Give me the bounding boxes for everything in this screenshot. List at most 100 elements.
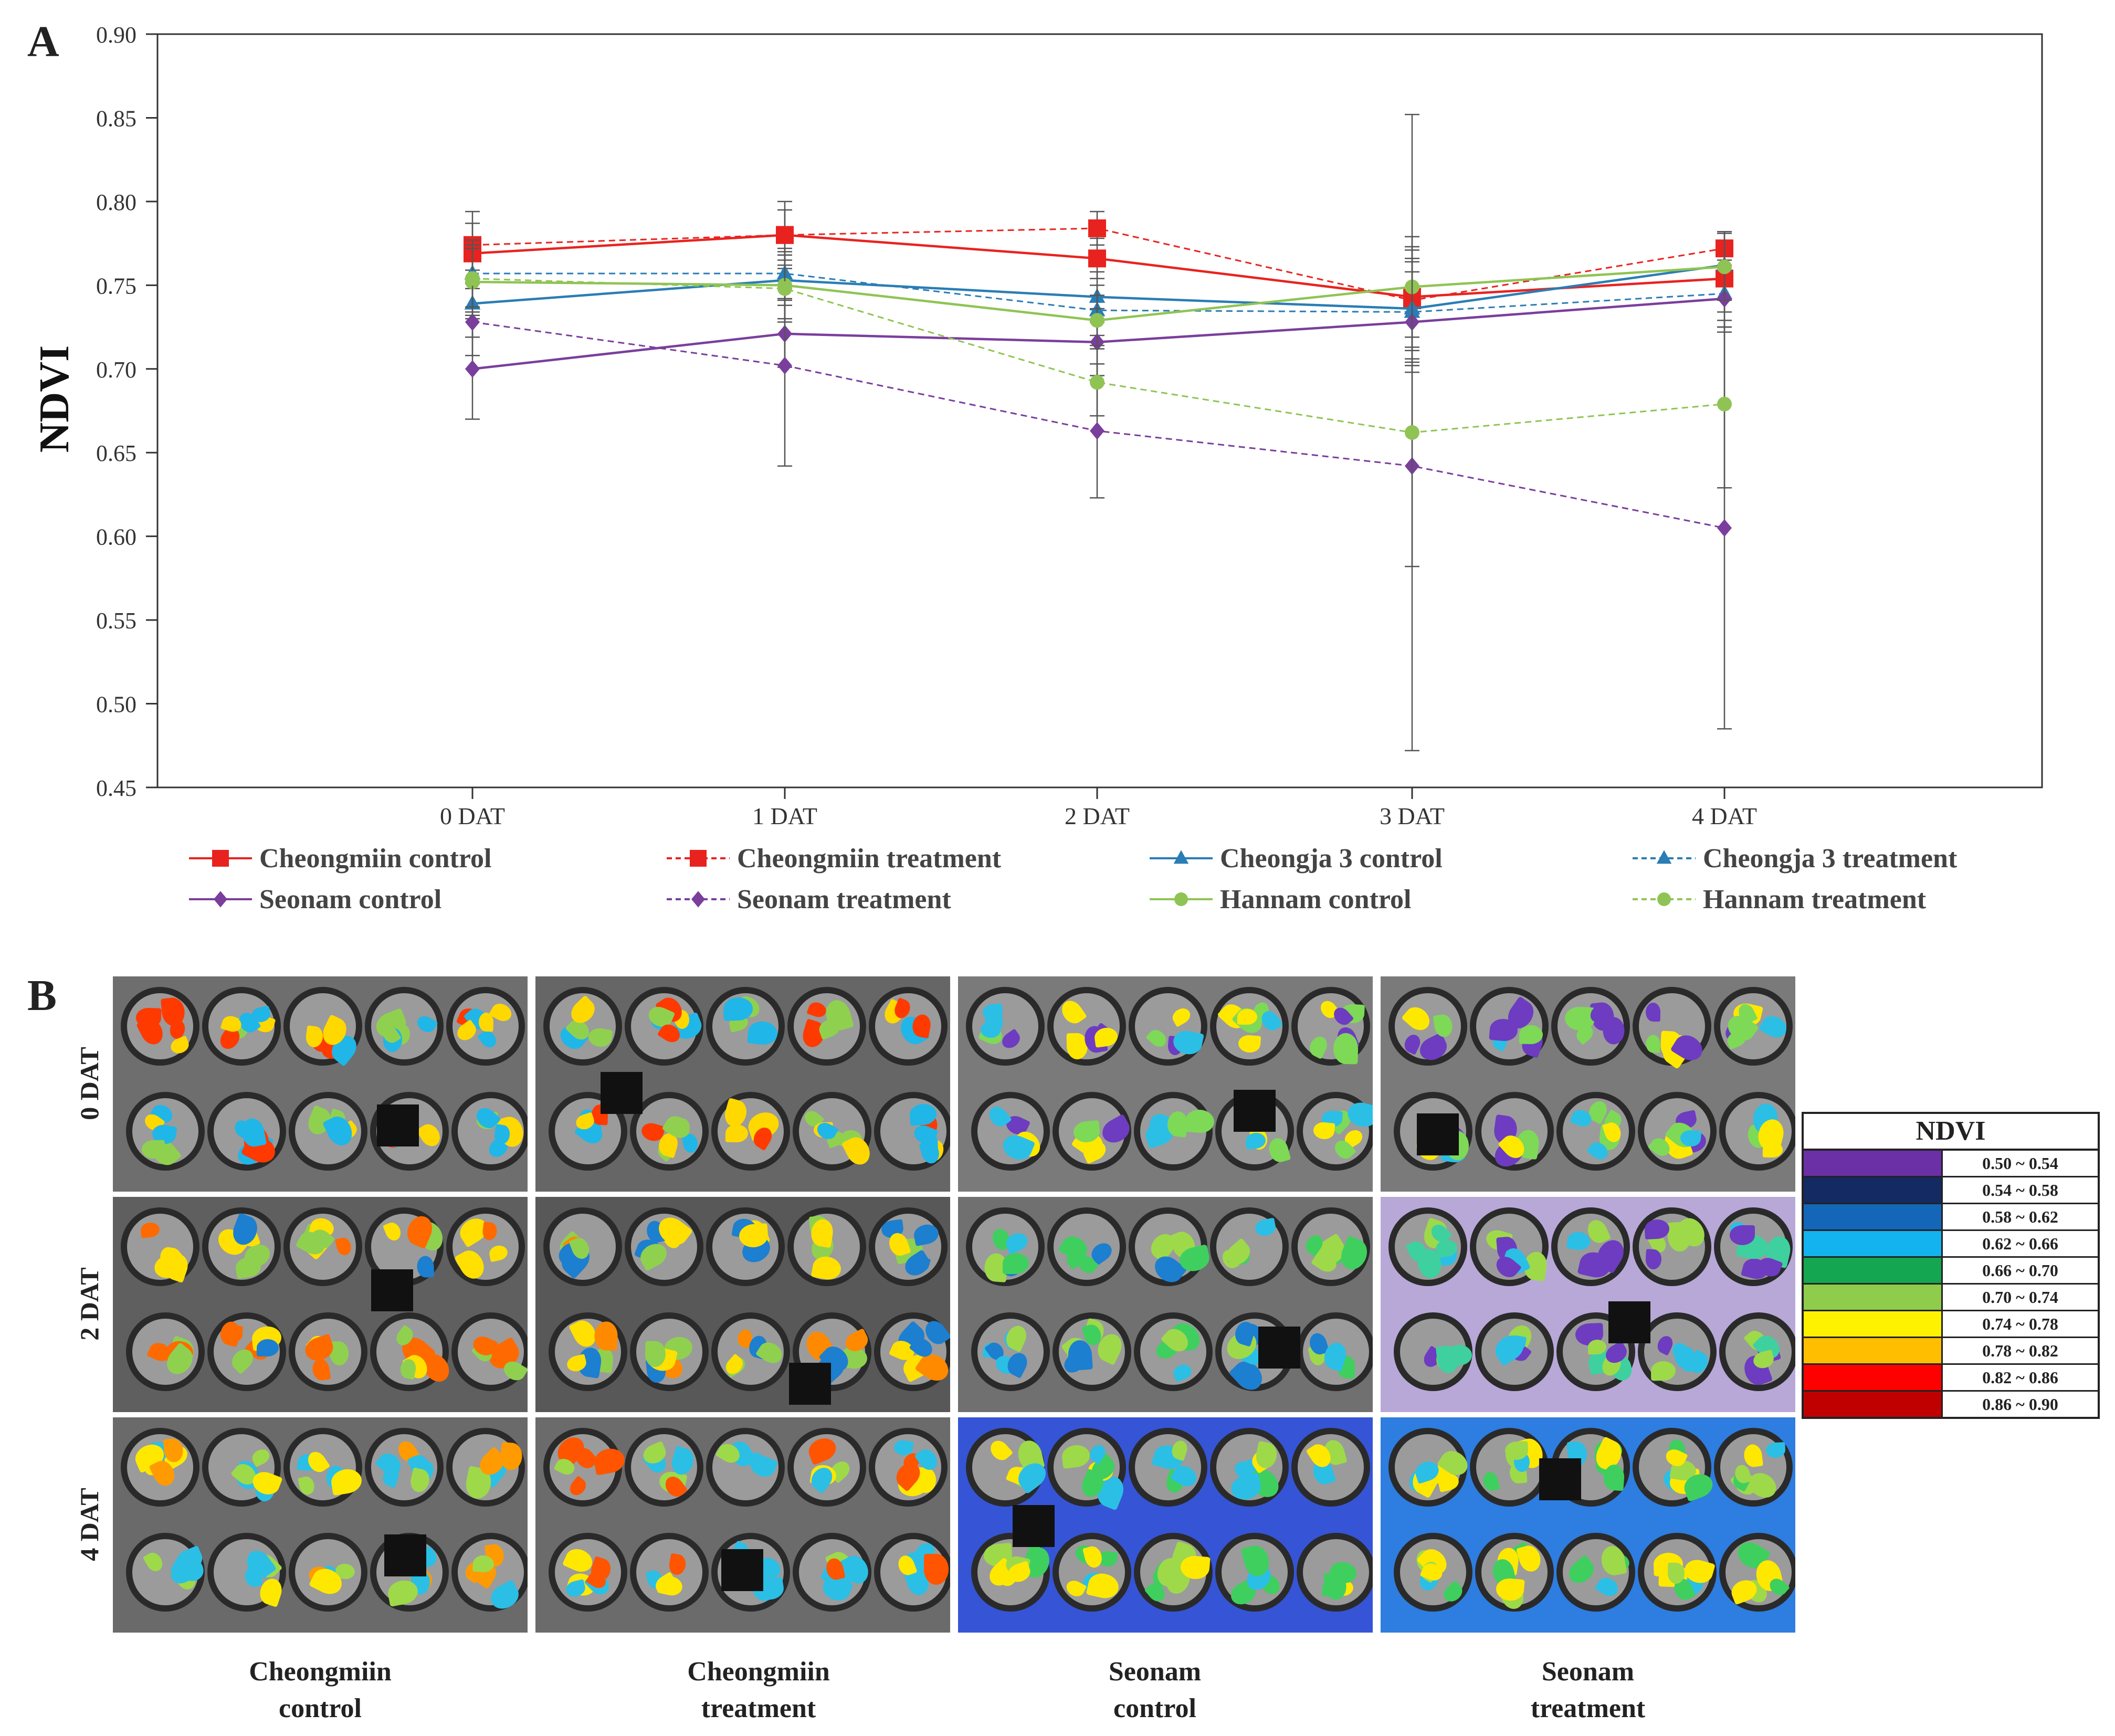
plot-frame: [156, 33, 2043, 788]
leaf: [725, 1124, 749, 1142]
reference-panel: [1258, 1326, 1301, 1369]
chart-legend: Cheongmiin control Cheongmiin treatment Ch…: [189, 840, 2026, 924]
legend-swatch: [1150, 892, 1213, 906]
scale-swatch: [1804, 1151, 1943, 1176]
plant-pot: [1210, 1207, 1289, 1286]
y-tick-label: 0.50: [96, 692, 136, 718]
scale-row: 0.66 ~ 0.70: [1804, 1258, 2098, 1285]
legend-label: Seonam control: [259, 884, 442, 914]
scale-row: 0.70 ~ 0.74: [1804, 1285, 2098, 1311]
col-label-cheongmiin-treatment: Cheongmiin treatment: [612, 1654, 906, 1727]
legend-label: Hannam control: [1220, 884, 1412, 914]
plant-pot: [869, 987, 948, 1066]
leaf: [1729, 1225, 1755, 1245]
reference-panel: [376, 1104, 419, 1147]
data-point: [1088, 249, 1106, 268]
scale-range: 0.74 ~ 0.78: [1982, 1314, 2058, 1333]
leaf: [478, 1012, 494, 1032]
ndvi-photo: [1381, 976, 1795, 1192]
col-label-line1: Seonam: [1541, 1657, 1635, 1687]
scale-row: 0.74 ~ 0.78: [1804, 1311, 2098, 1338]
series-seonam-treatment: [465, 264, 1732, 730]
legend-item: Cheongja 3 control: [1150, 840, 1443, 877]
data-point: [465, 271, 480, 286]
legend-item: Hannam control: [1150, 881, 1412, 918]
y-tick-label: 0.45: [96, 775, 136, 801]
scale-range: 0.78 ~ 0.82: [1982, 1341, 2058, 1360]
legend-label: Cheongmiin treatment: [737, 843, 1002, 874]
col-label-seonam-treatment: Seonam treatment: [1441, 1654, 1735, 1727]
reference-panel: [1608, 1301, 1650, 1344]
col-label-seonam-control: Seonam control: [1008, 1654, 1302, 1727]
y-tick-label: 0.80: [96, 190, 136, 215]
legend-swatch: [667, 850, 730, 867]
y-tick-label: 0.75: [96, 273, 136, 299]
legend-item: Hannam treatment: [1633, 881, 1926, 918]
scale-swatch: [1804, 1231, 1943, 1256]
legend-swatch: [189, 850, 252, 867]
leaf: [257, 1339, 279, 1356]
data-point: [465, 360, 480, 378]
scale-range: 0.70 ~ 0.74: [1982, 1288, 2058, 1307]
data-point: [1405, 425, 1419, 440]
leaf: [1587, 1339, 1607, 1355]
ndvi-photo: [958, 1197, 1373, 1412]
series-hannam-treatment: [465, 113, 1732, 752]
series-line: [472, 278, 1725, 434]
legend-swatch: [1633, 850, 1696, 864]
ndvi-photo: [535, 1417, 950, 1633]
scale-swatch: [1804, 1285, 1943, 1310]
panel-b-label: B: [27, 971, 57, 1020]
scale-swatch: [1804, 1338, 1943, 1363]
scale-swatch: [1804, 1365, 1943, 1390]
data-point: [465, 313, 480, 331]
plant-pot: [1714, 1428, 1793, 1507]
scale-row: 0.54 ~ 0.58: [1804, 1177, 2098, 1204]
reference-panel: [1416, 1113, 1459, 1155]
scale-row: 0.82 ~ 0.86: [1804, 1365, 2098, 1392]
scale-row: 0.50 ~ 0.54: [1804, 1151, 2098, 1177]
legend-label: Cheongmiin control: [259, 843, 492, 874]
data-point: [776, 226, 794, 244]
scale-swatch: [1804, 1311, 1943, 1337]
leaf: [1645, 1002, 1661, 1022]
legend-label: Seonam treatment: [737, 884, 951, 914]
row-label-0dat: 0 DAT: [75, 1047, 104, 1120]
col-label-line1: Seonam: [1108, 1657, 1202, 1687]
scale-row: 0.86 ~ 0.90: [1804, 1392, 2098, 1417]
leaf: [1002, 1253, 1029, 1274]
ndvi-photo: [958, 1417, 1373, 1633]
legend-swatch: [667, 891, 730, 908]
scale-range: 0.86 ~ 0.90: [1982, 1395, 2058, 1414]
reference-panel: [788, 1363, 831, 1405]
ndvi-photo: [113, 1197, 528, 1412]
scale-range: 0.62 ~ 0.66: [1982, 1234, 2058, 1253]
scale-range: 0.82 ~ 0.86: [1982, 1368, 2058, 1387]
legend-item: Cheongmiin treatment: [667, 840, 1001, 877]
plant-pot: [121, 1428, 199, 1507]
col-label-line2: control: [279, 1693, 362, 1723]
legend-label: Cheongja 3 treatment: [1703, 843, 1958, 874]
ndvi-line-chart: 0.45 0.50 0.55 0.60 0.65 0.70 0.75 0.80 0.85 0.90…: [31, 22, 2043, 829]
data-point: [1090, 313, 1104, 328]
ndvi-photo: [535, 976, 950, 1192]
scale-row: 0.78 ~ 0.82: [1804, 1338, 2098, 1365]
legend-label: Hannam treatment: [1703, 884, 1927, 914]
reference-panel: [384, 1534, 426, 1576]
y-tick-label: 0.70: [96, 357, 136, 383]
ndvi-photo: [535, 1197, 950, 1412]
plant-pot: [1291, 987, 1370, 1066]
col-label-line1: Cheongmiin: [249, 1657, 392, 1687]
ndvi-photo: [113, 1417, 528, 1633]
col-label-line2: control: [1113, 1693, 1196, 1723]
plant-pot: [549, 1533, 627, 1612]
scale-range: 0.66 ~ 0.70: [1982, 1261, 2058, 1280]
data-point: [1717, 519, 1732, 537]
x-tick-label: 4 DAT: [1692, 803, 1757, 829]
scale-title: NDVI: [1804, 1114, 2098, 1151]
legend-swatch: [1633, 892, 1696, 906]
col-label-cheongmiin-control: Cheongmiin control: [173, 1654, 467, 1727]
leaf: [141, 1140, 165, 1159]
leaf: [1333, 1033, 1359, 1065]
legend-swatch: [1150, 850, 1213, 864]
